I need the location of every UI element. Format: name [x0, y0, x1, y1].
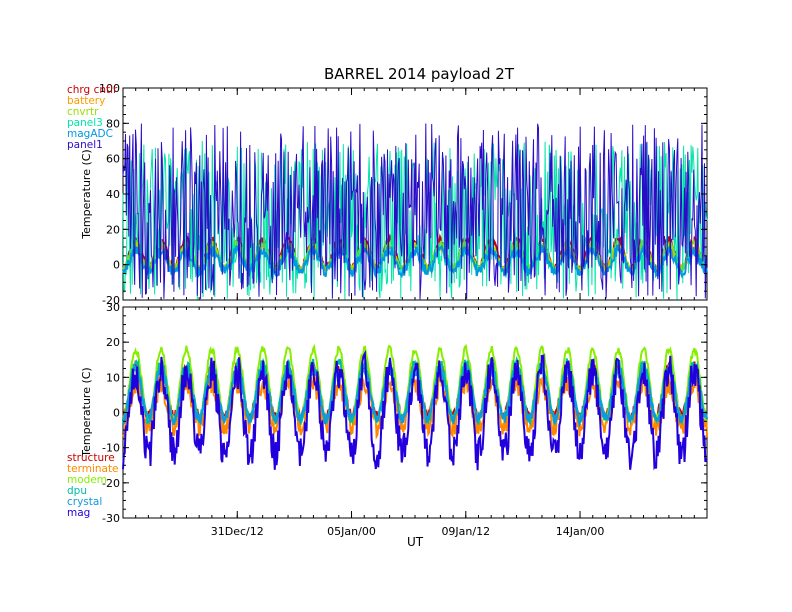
top-series-group: [122, 123, 708, 300]
bottom-y-tick-label: -20: [102, 477, 120, 490]
top-legend-item: battery: [67, 95, 105, 107]
top-legend-item: panel3: [67, 117, 103, 129]
top-y-tick-label: 20: [106, 223, 120, 236]
bottom-y-tick-label: 30: [106, 301, 120, 314]
bottom-legend-item: modem: [67, 474, 107, 486]
bottom-series-group: [122, 343, 708, 471]
bottom-series-mag: [122, 349, 708, 471]
x-axis-label: UT: [407, 535, 424, 549]
bottom-legend-item: terminate: [67, 463, 119, 475]
bottom-y-tick-label: 0: [113, 407, 120, 420]
top-y-tick-label: 0: [113, 259, 120, 272]
bottom-panel: -30 -20 -10 0 10 20 30 31Dec/12 05Jan/00 09Jan/12…: [67, 301, 708, 549]
bottom-y-tick-label: -10: [102, 442, 120, 455]
x-tick-label: 14Jan/00: [556, 525, 605, 538]
bottom-y-tick-label: 10: [106, 371, 120, 384]
bottom-y-tick-label: -30: [102, 512, 120, 525]
bottom-y-axis-label: Temperature (C): [80, 367, 93, 457]
top-legend-item: magADC: [67, 128, 113, 140]
bottom-legend-item: structure: [67, 452, 115, 464]
x-tick-label: 09Jan/12: [441, 525, 490, 538]
top-legend: chrg cntlrbatterycnvrtrpanel3magADCpanel…: [67, 84, 118, 151]
top-y-axis-label: Temperature (C): [80, 149, 93, 239]
top-y-tick-label: 100: [99, 82, 120, 95]
bottom-legend-item: dpu: [67, 485, 87, 497]
bottom-axes: -30 -20 -10 0 10 20 30 31Dec/12 05Jan/00 09Jan/12…: [102, 301, 708, 538]
top-y-tick-label: 80: [106, 117, 120, 130]
top-axes: -20 0 20 40 60 80 100: [99, 82, 708, 307]
bottom-series-crystal: [122, 363, 708, 429]
top-panel: -20 0 20 40 60 80 100 Temperature (C) chrg cnt…: [67, 82, 708, 307]
x-tick-label: 31Dec/12: [211, 525, 264, 538]
top-legend-item: chrg cntlr: [67, 84, 118, 96]
top-legend-item: panel1: [67, 139, 103, 151]
bottom-y-tick-label: 20: [106, 336, 120, 349]
top-y-tick-label: 40: [106, 188, 120, 201]
chart-title: BARREL 2014 payload 2T: [324, 65, 515, 83]
top-y-tick-label: 60: [106, 153, 120, 166]
x-tick-label: 05Jan/00: [327, 525, 376, 538]
top-y-tick-label: -20: [102, 294, 120, 307]
top-series-panel1: [122, 123, 708, 300]
top-series-magadc: [122, 244, 708, 281]
bottom-plot-frame: [122, 306, 708, 519]
bottom-legend-item: crystal: [67, 496, 102, 508]
bottom-legend-item: mag: [67, 507, 90, 519]
top-legend-item: cnvrtr: [67, 106, 99, 118]
